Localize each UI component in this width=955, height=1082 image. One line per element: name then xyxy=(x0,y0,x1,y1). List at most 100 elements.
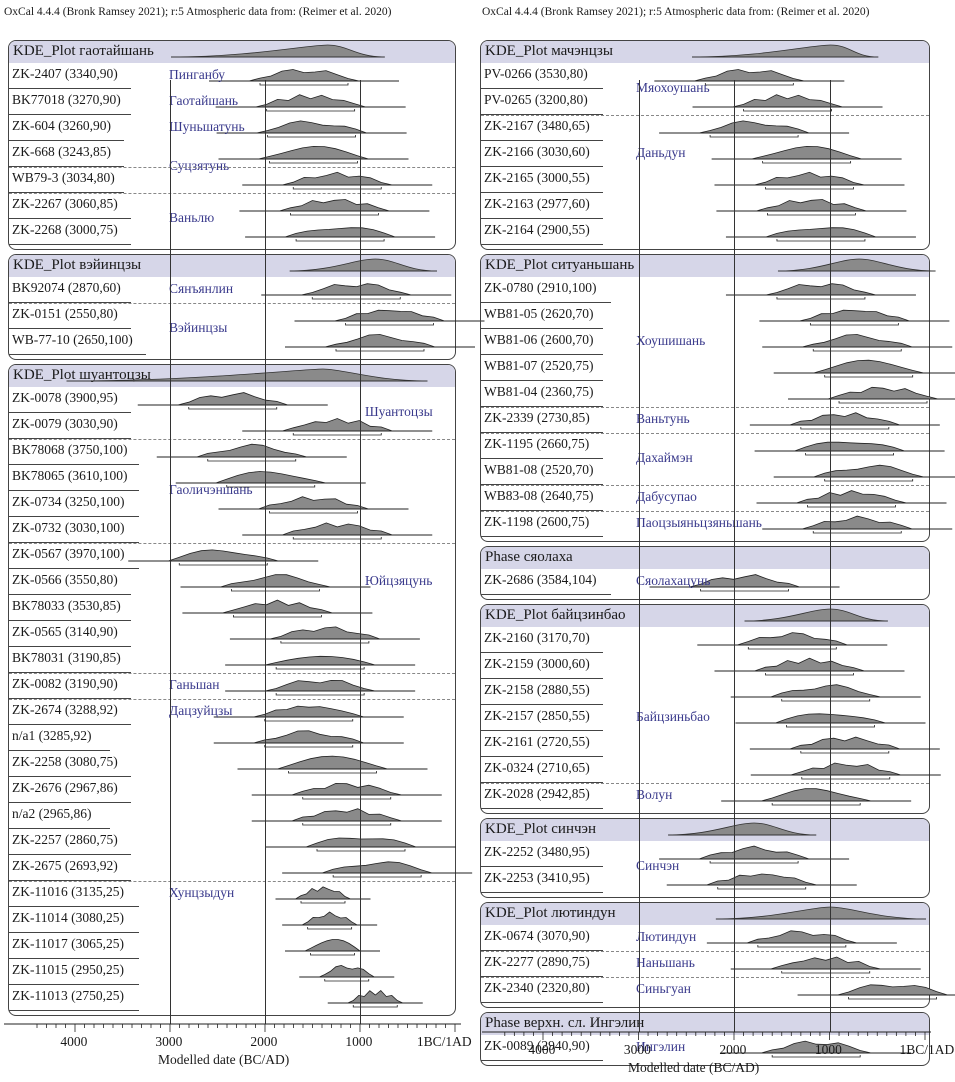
date-row: ZK-2676 (2967,86) xyxy=(9,777,455,803)
date-row: PV-0265 (3200,80) xyxy=(481,89,929,115)
date-row: WB83-08 (2640,75) xyxy=(481,485,929,511)
sample-underline xyxy=(481,328,604,329)
site-name: Лютиндун xyxy=(636,929,697,944)
site-name: Синчэн xyxy=(636,858,680,873)
site-name: Гаоличэншань xyxy=(169,482,253,497)
sample-underline xyxy=(9,672,132,673)
sample-label: ZK-11013 (2750,25) xyxy=(12,988,124,1003)
subgroup-divider xyxy=(9,699,455,700)
site-name: Сянъянлин xyxy=(169,281,234,296)
date-row: ZK-2407 (3340,90) xyxy=(9,63,455,89)
sample-label: BK78068 (3750,100) xyxy=(12,442,128,457)
sample-underline xyxy=(9,984,139,985)
sample-label: BK77018 (3270,90) xyxy=(12,92,121,107)
site-name: Шуньшатунь xyxy=(169,119,245,134)
sample-label: ZK-0324 (2710,65) xyxy=(484,760,590,775)
sample-underline xyxy=(9,880,132,881)
sample-label: ZK-2252 (3480,95) xyxy=(484,844,590,859)
sample-underline xyxy=(9,516,139,517)
sample-label: ZK-1195 (2660,75) xyxy=(484,436,590,451)
sample-label: ZK-2165 (3000,55) xyxy=(484,170,590,185)
sample-underline xyxy=(9,354,146,355)
right-header: OxCal 4.4.4 (Bronk Ramsey 2021); r:5 Atm… xyxy=(482,6,870,18)
sample-underline xyxy=(481,380,604,381)
site-name: Хоушишань xyxy=(636,333,706,348)
subgroup-divider xyxy=(481,977,929,978)
sample-underline xyxy=(9,698,132,699)
sample-label: ZK-2158 (2880,55) xyxy=(484,682,590,697)
sample-label: ZK-2257 (2860,75) xyxy=(12,832,118,847)
sample-label: ZK-0734 (3250,100) xyxy=(12,494,125,509)
sample-underline xyxy=(9,114,132,115)
date-row: BK78031 (3190,85) xyxy=(9,647,455,673)
sample-underline xyxy=(481,484,604,485)
group-title-band: KDE_Plot шуантоцзы xyxy=(9,365,455,387)
sample-label: ZK-2157 (2850,55) xyxy=(484,708,590,723)
date-row: ZK-0082 (3190,90) xyxy=(9,673,455,699)
sample-label: ZK-0732 (3030,100) xyxy=(12,520,125,535)
subgroup-divider xyxy=(481,433,929,434)
sample-underline xyxy=(481,536,604,537)
sample-label: ZK-2676 (2967,86) xyxy=(12,780,118,795)
group-title: KDE_Plot гаотайшань xyxy=(13,43,154,59)
date-row: ZK-2253 (3410,95) xyxy=(481,867,929,893)
sample-label: ZK-604 (3260,90) xyxy=(12,118,111,133)
site-name: Дацзуйцзы xyxy=(169,703,233,718)
date-row: WB81-07 (2520,75) xyxy=(481,355,929,381)
sample-underline xyxy=(9,646,132,647)
subgroup-divider xyxy=(9,303,455,304)
x-tick-label: 2000 xyxy=(250,1034,278,1049)
site-name: Ганьшан xyxy=(169,677,220,692)
site-name: Шуантоцзы xyxy=(365,404,433,419)
date-row: ZK-2167 (3480,65) xyxy=(481,115,929,141)
sample-underline xyxy=(481,218,604,219)
sample-underline xyxy=(481,1002,604,1003)
sample-label: ZK-2258 (3080,75) xyxy=(12,754,118,769)
group-title-band: KDE_Plot байцзинбао xyxy=(481,605,929,627)
group-title: KDE_Plot лютиндун xyxy=(485,905,616,921)
sample-label: BK78065 (3610,100) xyxy=(12,468,128,483)
site-name: Сяолахацунь xyxy=(636,573,711,588)
group-title: KDE_Plot мачэнцзы xyxy=(485,43,613,59)
sample-label: ZK-2268 (3000,75) xyxy=(12,222,118,237)
x-tick-label: 1BC/1AD xyxy=(899,1042,955,1057)
date-row: ZK-2157 (2850,55) xyxy=(481,705,929,731)
subgroup-divider xyxy=(9,543,455,544)
sample-underline xyxy=(481,458,604,459)
sample-underline xyxy=(9,464,139,465)
date-row: ZK-2028 (2942,85) xyxy=(481,783,929,809)
sample-label: PV-0265 (3200,80) xyxy=(484,92,588,107)
x-tick-label: 3000 xyxy=(623,1042,651,1057)
gridline xyxy=(265,80,266,1024)
sample-label: WB81-06 (2600,70) xyxy=(484,332,594,347)
date-row: ZK-11015 (2950,25) xyxy=(9,959,455,985)
sample-label: n/a2 (2965,86) xyxy=(12,806,92,821)
sample-underline xyxy=(9,828,110,829)
group-title-band: KDE_Plot синчэн xyxy=(481,819,929,841)
sample-underline xyxy=(481,354,604,355)
site-name: Волун xyxy=(636,787,673,802)
sample-label: WB79-3 (3034,80) xyxy=(12,170,115,185)
sample-label: ZK-2277 (2890,75) xyxy=(484,954,590,969)
sample-underline xyxy=(9,88,132,89)
x-tick-label: 4000 xyxy=(60,1034,88,1049)
sample-underline xyxy=(481,244,604,245)
subgroup-divider xyxy=(481,783,929,784)
sample-underline xyxy=(9,412,132,413)
date-row: ZK-2160 (3170,70) xyxy=(481,627,929,653)
site-name: Даньдун xyxy=(636,145,686,160)
sample-underline xyxy=(9,776,132,777)
left-header: OxCal 4.4.4 (Bronk Ramsey 2021); r:5 Atm… xyxy=(4,6,392,18)
sample-underline xyxy=(481,756,604,757)
sample-underline xyxy=(9,620,132,621)
sample-label: ZK-0089 (2940,90) xyxy=(484,1038,590,1053)
x-tick-label: 4000 xyxy=(528,1042,556,1057)
sample-label: WB81-08 (2520,70) xyxy=(484,462,594,477)
site-name: Суцзятунь xyxy=(169,158,230,173)
sample-label: ZK-2253 (3410,95) xyxy=(484,870,590,885)
group-title-band: KDE_Plot мачэнцзы xyxy=(481,41,929,63)
date-row: ZK-2339 (2730,85) xyxy=(481,407,929,433)
group-title-band: KDE_Plot вэйинцзы xyxy=(9,255,455,277)
sample-underline xyxy=(481,510,604,511)
sample-underline xyxy=(481,652,604,653)
